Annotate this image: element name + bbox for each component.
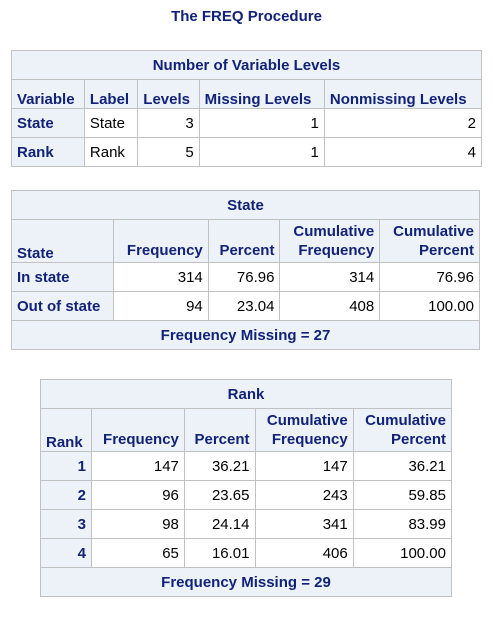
rank-header-percent: Percent: [183, 408, 256, 452]
cell-levels: 3: [137, 108, 200, 138]
cell-frequency: 94: [113, 291, 209, 321]
cell-nonmissing-levels: 4: [323, 137, 483, 167]
cell-missing-levels: 1: [198, 137, 325, 167]
rank-header-cum-percent: Cumulative Percent: [352, 408, 453, 452]
rank-header-frequency: Frequency: [91, 408, 185, 452]
row-header-rank: 3: [40, 509, 92, 539]
rank-frequency-missing: Frequency Missing = 29: [40, 567, 452, 597]
cell-frequency: 147: [91, 451, 185, 481]
state-frequency-table: State State Frequency Percent Cumulative…: [10, 190, 480, 350]
cell-cum-frequency: 147: [254, 451, 354, 481]
cell-frequency: 314: [113, 262, 209, 292]
levels-header-missing: Missing Levels: [198, 79, 325, 109]
cell-cum-percent: 83.99: [352, 509, 453, 539]
row-header-rank: 2: [40, 480, 92, 510]
state-table-caption: State: [11, 190, 480, 220]
row-header-rank: 1: [40, 451, 92, 481]
state-header-cum-frequency: Cumulative Frequency: [279, 219, 381, 263]
cell-cum-percent: 100.00: [379, 291, 480, 321]
row-header-variable: Rank: [11, 137, 85, 167]
cell-cum-frequency: 408: [279, 291, 381, 321]
levels-table-caption: Number of Variable Levels: [11, 50, 482, 80]
cell-frequency: 96: [91, 480, 185, 510]
table-row: State State 3 1 2: [11, 108, 483, 138]
rank-table-caption: Rank: [40, 379, 452, 409]
levels-header-levels: Levels: [137, 79, 200, 109]
levels-header-nonmissing: Nonmissing Levels: [323, 79, 483, 109]
cell-label: State: [83, 108, 139, 138]
cell-cum-percent: 100.00: [352, 538, 453, 568]
cell-missing-levels: 1: [198, 108, 325, 138]
rank-header-cum-frequency: Cumulative Frequency: [254, 408, 354, 452]
table-row: 2 96 23.65 243 59.85: [40, 480, 453, 510]
page-title: The FREQ Procedure: [171, 8, 322, 25]
cell-cum-frequency: 406: [254, 538, 354, 568]
cell-cum-frequency: 341: [254, 509, 354, 539]
rank-header-variable: Rank: [40, 408, 92, 452]
cell-cum-percent: 76.96: [379, 262, 480, 292]
cell-percent: 16.01: [183, 538, 256, 568]
cell-percent: 23.04: [207, 291, 281, 321]
table-row: 4 65 16.01 406 100.00: [40, 538, 453, 568]
row-header-state: In state: [10, 262, 115, 292]
row-header-rank: 4: [40, 538, 92, 568]
rank-frequency-table: Rank Rank Frequency Percent Cumulative Fr…: [40, 379, 453, 597]
state-header-frequency: Frequency: [113, 219, 209, 263]
row-header-variable: State: [11, 108, 85, 138]
state-header-cum-percent: Cumulative Percent: [379, 219, 480, 263]
levels-header-variable: Variable: [11, 79, 85, 109]
cell-cum-percent: 59.85: [352, 480, 453, 510]
table-row: Out of state 94 23.04 408 100.00: [10, 291, 480, 321]
levels-header-label: Label: [83, 79, 139, 109]
table-row: 1 147 36.21 147 36.21: [40, 451, 453, 481]
cell-cum-frequency: 314: [279, 262, 381, 292]
cell-percent: 36.21: [183, 451, 256, 481]
variable-levels-table: Number of Variable Levels Variable Label…: [11, 50, 483, 167]
cell-cum-percent: 36.21: [352, 451, 453, 481]
cell-percent: 24.14: [183, 509, 256, 539]
cell-frequency: 98: [91, 509, 185, 539]
cell-percent: 76.96: [207, 262, 281, 292]
cell-nonmissing-levels: 2: [323, 108, 483, 138]
state-header-variable: State: [10, 219, 115, 263]
table-row: Rank Rank 5 1 4: [11, 137, 483, 167]
table-row: In state 314 76.96 314 76.96: [10, 262, 480, 292]
table-row: 3 98 24.14 341 83.99: [40, 509, 453, 539]
state-frequency-missing: Frequency Missing = 27: [11, 320, 480, 350]
cell-frequency: 65: [91, 538, 185, 568]
cell-cum-frequency: 243: [254, 480, 354, 510]
cell-label: Rank: [83, 137, 139, 167]
cell-levels: 5: [137, 137, 200, 167]
cell-percent: 23.65: [183, 480, 256, 510]
row-header-state: Out of state: [10, 291, 115, 321]
state-header-percent: Percent: [207, 219, 281, 263]
